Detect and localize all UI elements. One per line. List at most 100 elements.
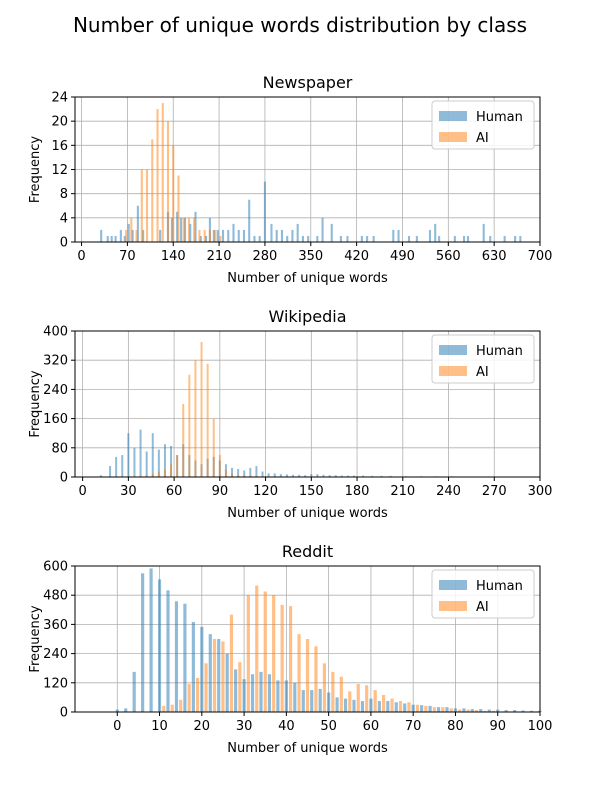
reddit-human-bar: [284, 680, 288, 712]
reddit-ai-bar: [229, 614, 233, 712]
newspaper-human-bar: [489, 235, 492, 242]
reddit-ai-bar: [331, 671, 335, 712]
wikipedia-human-bar: [298, 474, 301, 477]
newspaper-human-bar: [519, 235, 522, 242]
reddit-x-tick-label: 40: [278, 719, 295, 734]
reddit-ai-bar: [289, 606, 293, 712]
wikipedia-human-bar: [285, 474, 288, 477]
reddit-human-bar: [513, 710, 517, 712]
reddit-human-bar: [183, 603, 187, 712]
reddit-human-bar: [428, 705, 432, 712]
newspaper-y-tick-label: 0: [60, 236, 68, 251]
wikipedia-x-tick-label: 240: [436, 484, 461, 499]
newspaper-y-tick-label: 8: [60, 187, 68, 202]
newspaper-human-bar: [291, 229, 294, 242]
newspaper-human-bar: [119, 229, 122, 242]
newspaper-human-bar: [366, 235, 369, 242]
wikipedia-x-axis-label: Number of unique words: [227, 506, 388, 521]
newspaper-human-bar: [453, 235, 456, 242]
reddit-ai-bar: [449, 708, 453, 712]
wikipedia-ai-bar: [163, 469, 166, 477]
reddit-human-bar: [504, 710, 508, 712]
wikipedia-legend-swatch-ai: [439, 366, 467, 376]
newspaper-x-tick-label: 560: [436, 249, 461, 264]
newspaper-human-bar: [110, 235, 113, 242]
wikipedia-chart-title: Wikipedia: [268, 307, 346, 326]
newspaper-human-bar: [106, 235, 109, 242]
reddit-ai-bar: [322, 663, 326, 712]
newspaper-human-bar: [296, 223, 299, 242]
reddit-human-bar: [166, 590, 170, 712]
reddit-x-axis: 0 10 20 30 40 50 60 70 80 90 100: [113, 712, 552, 734]
newspaper-human-bar: [280, 229, 284, 242]
reddit-human-bar: [318, 688, 322, 712]
wikipedia-human-bar: [340, 475, 343, 477]
newspaper-ai-bar: [166, 121, 170, 242]
reddit-human-bar: [394, 702, 398, 712]
reddit-human-bar: [453, 708, 458, 712]
newspaper-x-tick-label: 420: [344, 249, 369, 264]
newspaper-human-bar: [183, 217, 187, 242]
newspaper-y-axis: 0 4 8 12 16 20 24: [51, 91, 75, 251]
wikipedia-ai-bar: [157, 471, 160, 477]
newspaper-human-bar: [142, 229, 145, 242]
wikipedia-ai-bar: [237, 475, 240, 477]
reddit-human-bar: [335, 697, 339, 712]
reddit-ai-bar: [212, 639, 217, 712]
wikipedia-human-bar: [328, 475, 331, 477]
newspaper-ai-bar: [145, 169, 149, 242]
reddit-ai-bar: [365, 685, 369, 712]
newspaper-x-tick-label: 140: [161, 249, 186, 264]
reddit-human-bar: [470, 709, 474, 712]
newspaper-human-bar: [199, 235, 202, 242]
reddit-ai-series: [162, 585, 496, 712]
reddit-ai-bar: [407, 702, 411, 712]
newspaper-y-tick-label: 20: [51, 115, 68, 130]
reddit-human-bar: [141, 573, 145, 712]
reddit-human-bar: [436, 707, 441, 712]
wikipedia-human-bar: [334, 475, 337, 477]
newspaper-ai-bar: [177, 175, 180, 242]
newspaper-human-bar: [127, 223, 130, 242]
wikipedia-human-bar: [322, 474, 325, 477]
wikipedia-human-bar: [115, 456, 118, 477]
reddit-ai-bar: [415, 704, 419, 712]
wikipedia-legend-label-ai: AI: [476, 365, 489, 380]
newspaper-human-bar: [176, 211, 179, 242]
newspaper-human-bar: [194, 211, 197, 242]
newspaper-legend-label-ai: AI: [476, 131, 489, 146]
reddit-ai-bar: [204, 663, 208, 712]
wikipedia-y-axis-label: Frequency: [28, 370, 43, 437]
reddit-ai-bar: [339, 676, 343, 712]
reddit-human-bar: [293, 682, 297, 712]
reddit-ai-bar: [432, 707, 436, 712]
newspaper-y-tick-label: 12: [51, 163, 68, 178]
reddit-human-bar: [124, 708, 128, 712]
newspaper-x-tick-label: 350: [298, 249, 323, 264]
reddit-ai-bar: [424, 705, 428, 712]
reddit-ai-bar: [466, 709, 470, 712]
wikipedia-panel: 0 30 60 90 120 150 180 210 240 270 300 0 80 160 240 320…: [28, 307, 552, 521]
reddit-ai-bar: [263, 591, 267, 712]
newspaper-ai-bar: [125, 229, 128, 242]
newspaper-human-bar: [360, 235, 363, 242]
newspaper-ai-bar: [161, 103, 164, 243]
wikipedia-human-bar: [139, 429, 142, 477]
newspaper-human-bar: [275, 229, 278, 242]
newspaper-x-tick-label: 70: [119, 249, 136, 264]
newspaper-human-bar: [301, 235, 304, 242]
reddit-human-bar: [225, 653, 229, 712]
wikipedia-human-bar: [99, 475, 102, 477]
newspaper-human-bar: [258, 235, 261, 242]
reddit-ai-bar: [221, 641, 225, 712]
newspaper-human-bar: [123, 235, 126, 242]
reddit-ai-bar: [441, 707, 445, 712]
newspaper-human-bar: [514, 235, 517, 242]
wikipedia-human-bar: [371, 475, 374, 477]
reddit-human-bar: [191, 621, 195, 712]
reddit-human-bar: [259, 671, 263, 712]
newspaper-ai-bar: [135, 229, 138, 242]
newspaper-ai-bar: [203, 229, 206, 242]
wikipedia-human-bar: [304, 475, 307, 477]
wikipedia-x-tick-label: 60: [166, 484, 183, 499]
